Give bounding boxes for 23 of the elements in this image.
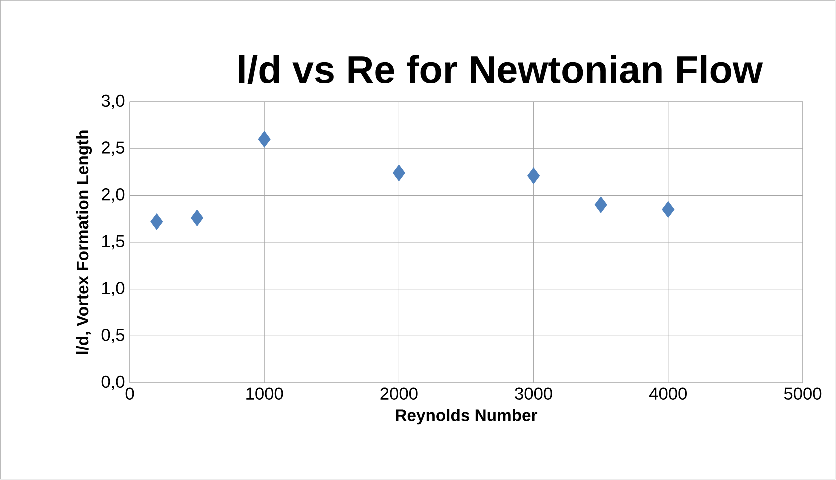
point: [150, 214, 164, 230]
x-tick-label: 4000: [650, 388, 687, 400]
y-tick-label: 0,5: [102, 329, 125, 344]
point: [528, 168, 540, 184]
x-tick-label: 0: [126, 388, 134, 400]
chart-title: l/d vs Re for Newtonian Flow: [239, 55, 764, 84]
point: [258, 131, 271, 148]
y-axis-title: l/d, Vortex Formation Length: [76, 130, 92, 354]
y-tick-label: 1,0: [102, 282, 125, 296]
point: [594, 196, 608, 214]
point: [191, 210, 204, 226]
x-tick-label: 1000: [246, 388, 284, 400]
y-tick-label: 1,5: [102, 235, 125, 250]
y-tick-label: 2,0: [102, 188, 125, 203]
y-tick-label: 3,0: [102, 94, 125, 110]
x-axis-title: Reynolds Number: [396, 409, 538, 425]
y-tick-label: 0,0: [102, 376, 125, 390]
point: [662, 201, 675, 218]
x-tick-label: 5000: [784, 388, 822, 400]
point: [392, 164, 406, 182]
y-tick-label: 2,5: [102, 142, 125, 156]
x-tick-label: 3000: [515, 388, 552, 400]
x-tick-label: 2000: [380, 388, 418, 400]
